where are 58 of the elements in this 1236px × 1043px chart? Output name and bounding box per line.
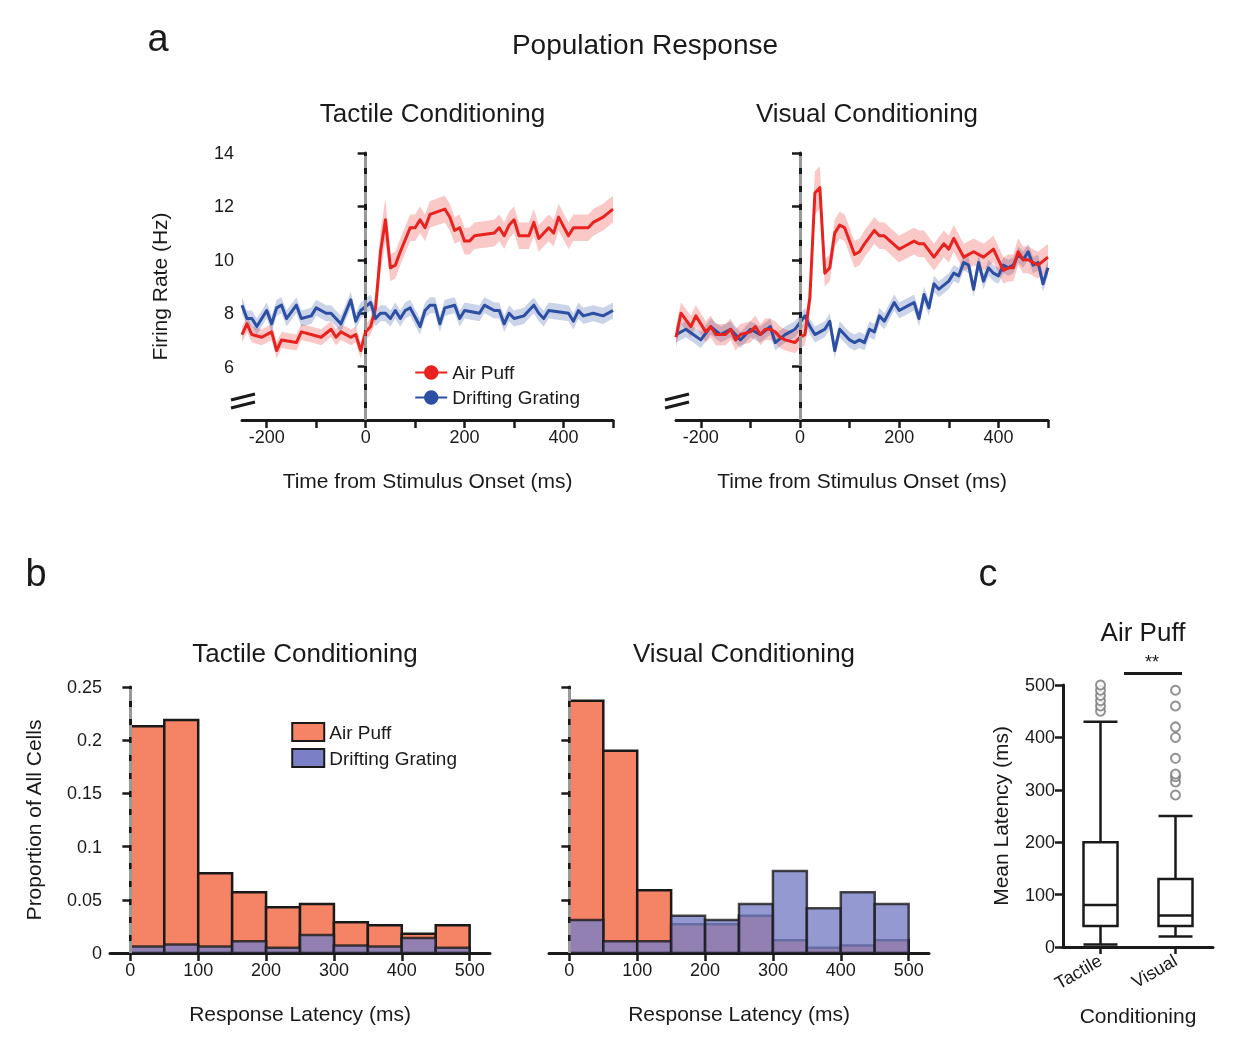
x-tick-label: -200 xyxy=(248,427,285,447)
y-tick-label: 200 xyxy=(1024,832,1055,853)
y-tick-label: 12 xyxy=(213,196,234,217)
y-tick-label: 6 xyxy=(223,356,234,377)
x-tick-label: 200 xyxy=(690,960,721,980)
text: ** xyxy=(1144,651,1160,673)
text: b xyxy=(25,551,47,595)
legend-label: Air Puff xyxy=(329,721,392,743)
x-axis-title: Time from Stimulus Onset (ms) xyxy=(717,469,1007,492)
y-tick-label: 14 xyxy=(213,143,234,163)
x-tick-label: 200 xyxy=(251,960,282,980)
text: c xyxy=(978,551,998,595)
x-tick-label: 200 xyxy=(884,427,915,447)
x-axis-title: Conditioning xyxy=(1079,1004,1197,1027)
x-tick-label: 200 xyxy=(449,427,480,447)
y-axis-title: Proportion of All Cells xyxy=(22,719,45,921)
y-tick-label: 400 xyxy=(1024,727,1055,748)
chart-title: Tactile Conditioning xyxy=(319,98,546,128)
x-tick-label: 0 xyxy=(794,427,806,447)
y-tick-label: 300 xyxy=(1024,779,1055,800)
y-tick-label: 0.25 xyxy=(66,677,102,697)
x-axis-title: Response Latency (ms) xyxy=(189,1002,411,1025)
x-tick-label: -200 xyxy=(682,427,719,447)
x-tick-label: 400 xyxy=(825,960,856,980)
y-tick-label: 500 xyxy=(1024,675,1055,695)
legend-label: Drifting Grating xyxy=(452,387,581,408)
chart-title: Air Puff xyxy=(1100,617,1187,647)
x-tick-label: 100 xyxy=(622,960,653,980)
text: a xyxy=(147,16,169,60)
x-tick-label: 100 xyxy=(183,960,214,980)
x-tick-label: 0 xyxy=(125,960,136,980)
chart-title: Visual Conditioning xyxy=(755,98,979,128)
y-tick-label: 0.1 xyxy=(76,836,102,857)
y-tick-label: 10 xyxy=(213,249,234,270)
y-tick-label: 8 xyxy=(223,303,234,324)
y-tick-label: 0.2 xyxy=(76,730,102,751)
x-tick-label: 400 xyxy=(386,960,417,980)
x-tick-label: 300 xyxy=(318,960,349,980)
y-tick-label: 100 xyxy=(1024,884,1055,905)
x-tick-label: 0 xyxy=(564,960,575,980)
y-axis-title: Mean Latency (ms) xyxy=(989,726,1012,906)
x-axis-title: Time from Stimulus Onset (ms) xyxy=(282,469,573,492)
x-tick-label: 400 xyxy=(983,427,1014,447)
legend-label: Drifting Grating xyxy=(329,747,458,769)
y-tick-label: 0.05 xyxy=(66,889,102,910)
x-tick-label: 300 xyxy=(757,960,788,980)
x-tick-label: 500 xyxy=(454,960,485,980)
legend-label: Air Puff xyxy=(452,362,515,383)
chart-title: Visual Conditioning xyxy=(632,638,856,668)
x-tick-label: 0 xyxy=(360,427,371,447)
x-tick-label: 500 xyxy=(893,960,924,980)
chart-title: Tactile Conditioning xyxy=(192,638,418,668)
x-tick-label: 400 xyxy=(548,427,579,447)
text: Population Response xyxy=(511,29,779,61)
x-axis-title: Response Latency (ms) xyxy=(628,1002,850,1025)
y-tick-label: 0 xyxy=(1044,937,1055,957)
y-tick-label: 0.15 xyxy=(66,783,102,804)
y-axis-title: Firing Rate (Hz) xyxy=(148,212,171,361)
